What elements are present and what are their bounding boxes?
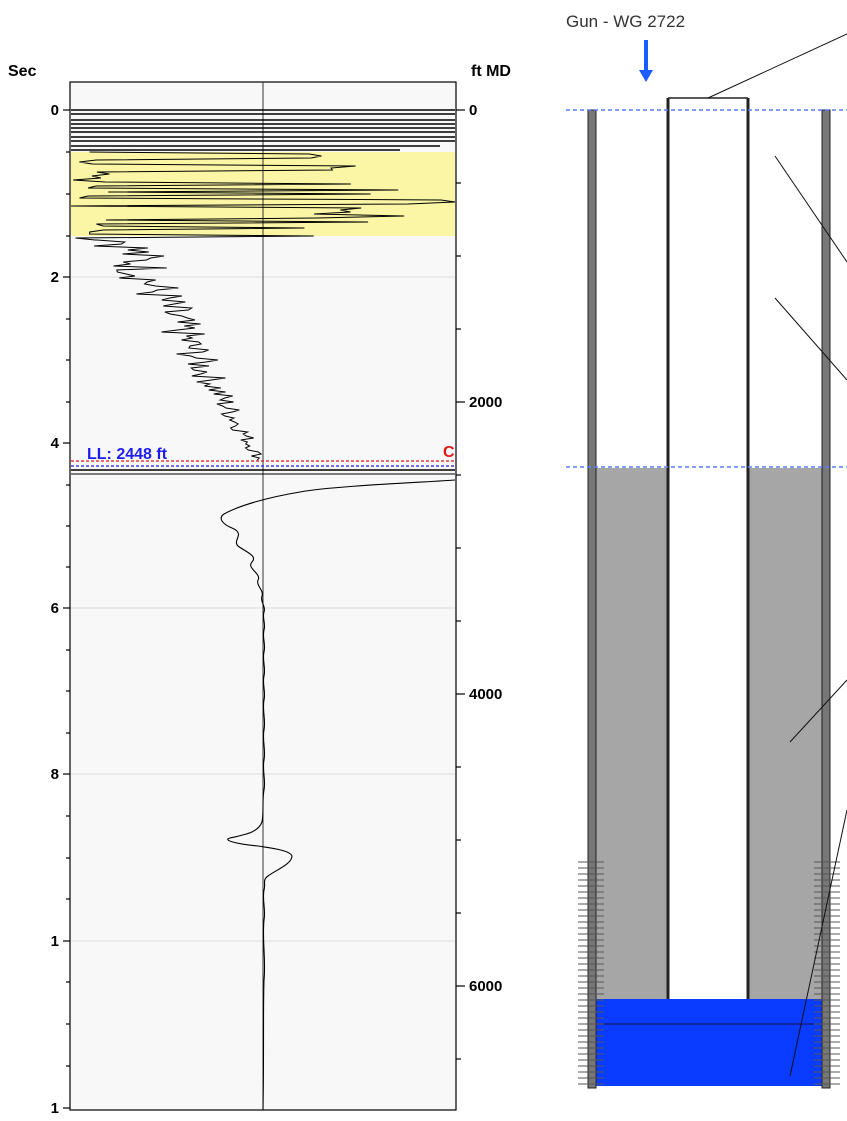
- collar-marker-label: C: [443, 444, 455, 461]
- left-tick-label: 1: [51, 933, 59, 950]
- left-tick-label: 8: [51, 766, 59, 783]
- left-axis-unit: Sec: [8, 63, 37, 80]
- annulus-liquid-left: [596, 468, 668, 1000]
- casing-wall-right: [821, 109, 831, 1089]
- right-axis-unit: ft MD: [471, 63, 511, 80]
- top-reflections: [71, 109, 455, 151]
- tubing-string: [668, 98, 748, 999]
- left-axis-ticks: [63, 109, 70, 1109]
- gun-label: Gun - WG 2722: [566, 12, 685, 31]
- annulus-liquid-right: [748, 468, 822, 1000]
- acoustic-log-panel: Sec ft MD 0 2 4 6 8 1 1 0 2000 4000 6000…: [8, 63, 511, 1117]
- right-tick-label: 0: [469, 102, 477, 119]
- perforations: [578, 861, 840, 1085]
- bottom-fluid: [596, 999, 822, 1086]
- right-tick-label: 2000: [469, 394, 502, 411]
- left-tick-label: 0: [51, 102, 59, 119]
- liquid-level-label: LL: 2448 ft: [87, 446, 168, 463]
- left-tick-label: 6: [51, 600, 59, 617]
- casing-wall-left: [587, 109, 597, 1089]
- left-tick-label: 2: [51, 269, 59, 286]
- right-axis-ticks: [456, 109, 465, 1060]
- wellbore-schematic: Gun - WG 2722: [566, 12, 847, 1089]
- right-tick-label: 6000: [469, 978, 502, 995]
- acoustic-trace-lower: [220, 479, 456, 1111]
- left-tick-label: 1: [51, 1100, 59, 1117]
- callout-lines: [707, 33, 847, 1077]
- left-tick-label: 4: [51, 435, 60, 452]
- right-tick-label: 4000: [469, 686, 502, 703]
- gun-arrow-icon: [639, 40, 653, 82]
- acoustic-trace-upper: [70, 151, 456, 461]
